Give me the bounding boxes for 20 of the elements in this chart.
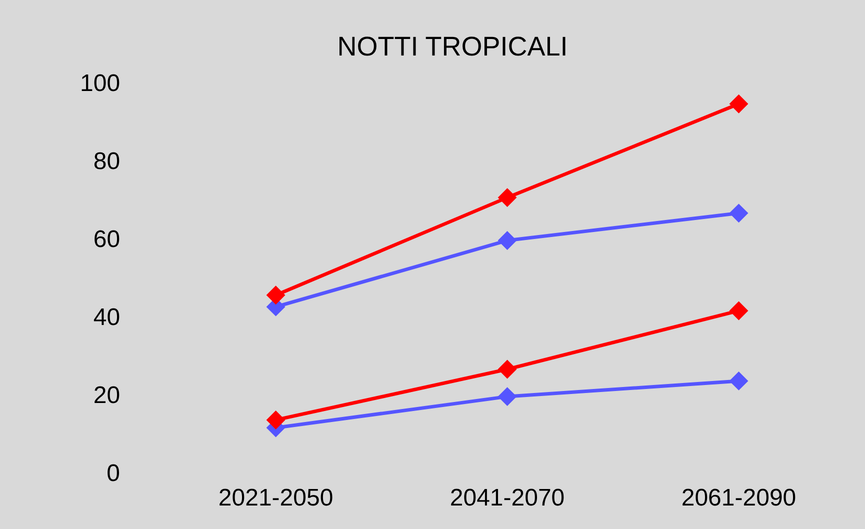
y-tick-label: 20: [93, 382, 120, 410]
point: [267, 411, 285, 429]
point: [730, 204, 748, 222]
y-tick-label: 80: [93, 148, 120, 176]
point: [730, 372, 748, 390]
point: [267, 286, 285, 304]
point: [498, 388, 516, 406]
y-tick-label: 0: [106, 460, 120, 488]
x-tick-label: 2061-2090: [681, 484, 796, 512]
y-tick-label: 40: [93, 304, 120, 332]
x-tick-label: 2041-2070: [450, 484, 565, 512]
y-tick-label: 100: [80, 70, 120, 98]
chart-title: NOTTI TROPICALI: [337, 32, 568, 62]
x-tick-label: 2021-2050: [218, 484, 334, 512]
point: [730, 302, 748, 320]
y-tick-label: 60: [93, 226, 120, 254]
point: [498, 360, 516, 378]
point: [498, 232, 516, 250]
point: [498, 188, 516, 206]
point: [730, 95, 748, 113]
